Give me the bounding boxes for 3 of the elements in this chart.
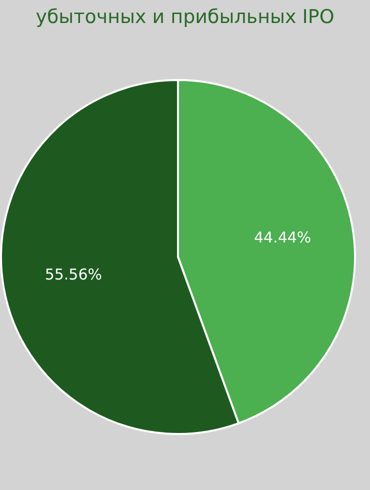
chart-title: убыточных и прибыльных IPO [34,6,336,28]
data-label: 44.44% [254,228,312,246]
data-label: 55.56% [44,265,102,284]
